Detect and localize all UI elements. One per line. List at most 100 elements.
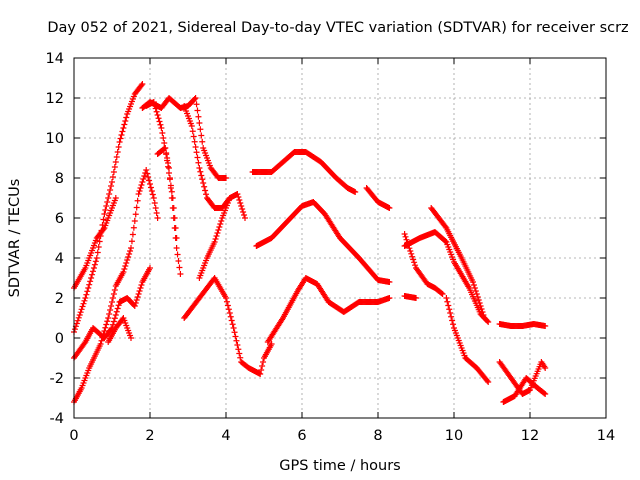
data-point — [75, 314, 82, 321]
data-point — [223, 295, 229, 301]
data-point — [194, 154, 201, 161]
data-point — [155, 115, 162, 122]
axis-ticks: 0 2 4 6 8 10 12 14 -4 -2 0 2 4 6 8 10 12 14 — [46, 51, 616, 444]
data-point — [258, 367, 265, 373]
data-point — [153, 210, 160, 216]
data-point — [89, 271, 96, 278]
data-point — [126, 251, 133, 257]
data-point — [231, 329, 238, 336]
data-point — [81, 297, 88, 304]
data-point — [109, 299, 115, 305]
data-point — [111, 164, 118, 170]
data-point — [234, 191, 241, 197]
data-point — [235, 194, 242, 200]
data-point — [114, 305, 121, 312]
data-point — [83, 291, 90, 298]
data-point — [143, 167, 150, 173]
data-point — [409, 253, 416, 260]
data-point — [223, 175, 229, 181]
data-point — [139, 179, 146, 185]
data-point — [470, 279, 476, 285]
data-point — [158, 125, 165, 131]
data-point — [192, 95, 199, 101]
data-point — [484, 318, 491, 324]
data-point — [234, 342, 241, 348]
data-point — [106, 311, 113, 317]
data-point — [147, 184, 154, 191]
x-tick-label: 12 — [521, 428, 539, 444]
data-point — [197, 126, 204, 133]
data-point — [239, 206, 246, 212]
series-sat-h — [181, 275, 275, 377]
data-point — [107, 187, 114, 193]
data-point — [471, 285, 478, 291]
data-point — [242, 215, 248, 221]
data-point — [166, 170, 172, 176]
x-tick-label: 2 — [145, 428, 154, 444]
data-point — [413, 295, 419, 301]
data-point — [145, 174, 152, 180]
data-point — [166, 176, 173, 183]
data-point — [217, 221, 224, 227]
data-point — [542, 365, 549, 371]
data-point — [114, 149, 121, 155]
data-point — [113, 308, 120, 315]
data-point — [160, 135, 167, 141]
data-point — [123, 114, 130, 121]
data-point — [103, 203, 110, 209]
y-tick-label: 12 — [46, 91, 64, 107]
data-point — [101, 328, 108, 334]
data-point — [140, 176, 147, 182]
data-point — [472, 288, 479, 294]
data-point — [238, 203, 245, 209]
data-point — [438, 290, 445, 297]
data-point — [216, 224, 223, 230]
x-axis-label: GPS time / hours — [279, 458, 400, 474]
series-sat-s — [443, 295, 492, 385]
data-point — [473, 291, 480, 297]
series-sat-e — [71, 265, 153, 361]
data-point — [542, 391, 549, 397]
data-point — [90, 265, 97, 271]
data-point — [170, 205, 177, 211]
y-tick-label: -4 — [50, 411, 64, 427]
data-point — [224, 302, 231, 309]
data-point — [128, 238, 135, 245]
data-point — [133, 297, 140, 303]
data-point — [139, 81, 146, 87]
data-point — [195, 159, 202, 166]
plot-frame — [73, 57, 607, 419]
data-point — [128, 335, 134, 341]
data-point — [260, 359, 267, 365]
data-point — [161, 140, 168, 146]
data-point — [112, 195, 119, 201]
data-point — [193, 149, 200, 156]
data-point — [237, 354, 244, 361]
data-point — [218, 218, 225, 224]
data-point — [475, 297, 482, 303]
data-point — [100, 216, 107, 223]
data-point — [228, 317, 235, 324]
data-point — [121, 266, 128, 272]
data-point — [408, 250, 415, 257]
data-point — [202, 187, 209, 194]
data-point — [477, 303, 484, 309]
data-point — [190, 133, 197, 140]
data-point — [104, 199, 111, 205]
data-point — [177, 271, 184, 277]
data-point — [90, 268, 96, 275]
data-point — [110, 318, 117, 325]
y-tick-label: 0 — [55, 331, 64, 347]
data-point — [111, 287, 118, 293]
data-point — [131, 303, 138, 309]
data-point — [105, 195, 112, 201]
data-point — [154, 112, 161, 118]
data-point — [167, 182, 174, 189]
data-point — [168, 188, 175, 195]
data-point — [87, 278, 94, 285]
data-point — [109, 321, 116, 328]
data-point — [81, 340, 88, 347]
data-point — [174, 251, 181, 258]
data-point — [352, 189, 359, 195]
data-point — [98, 227, 105, 234]
